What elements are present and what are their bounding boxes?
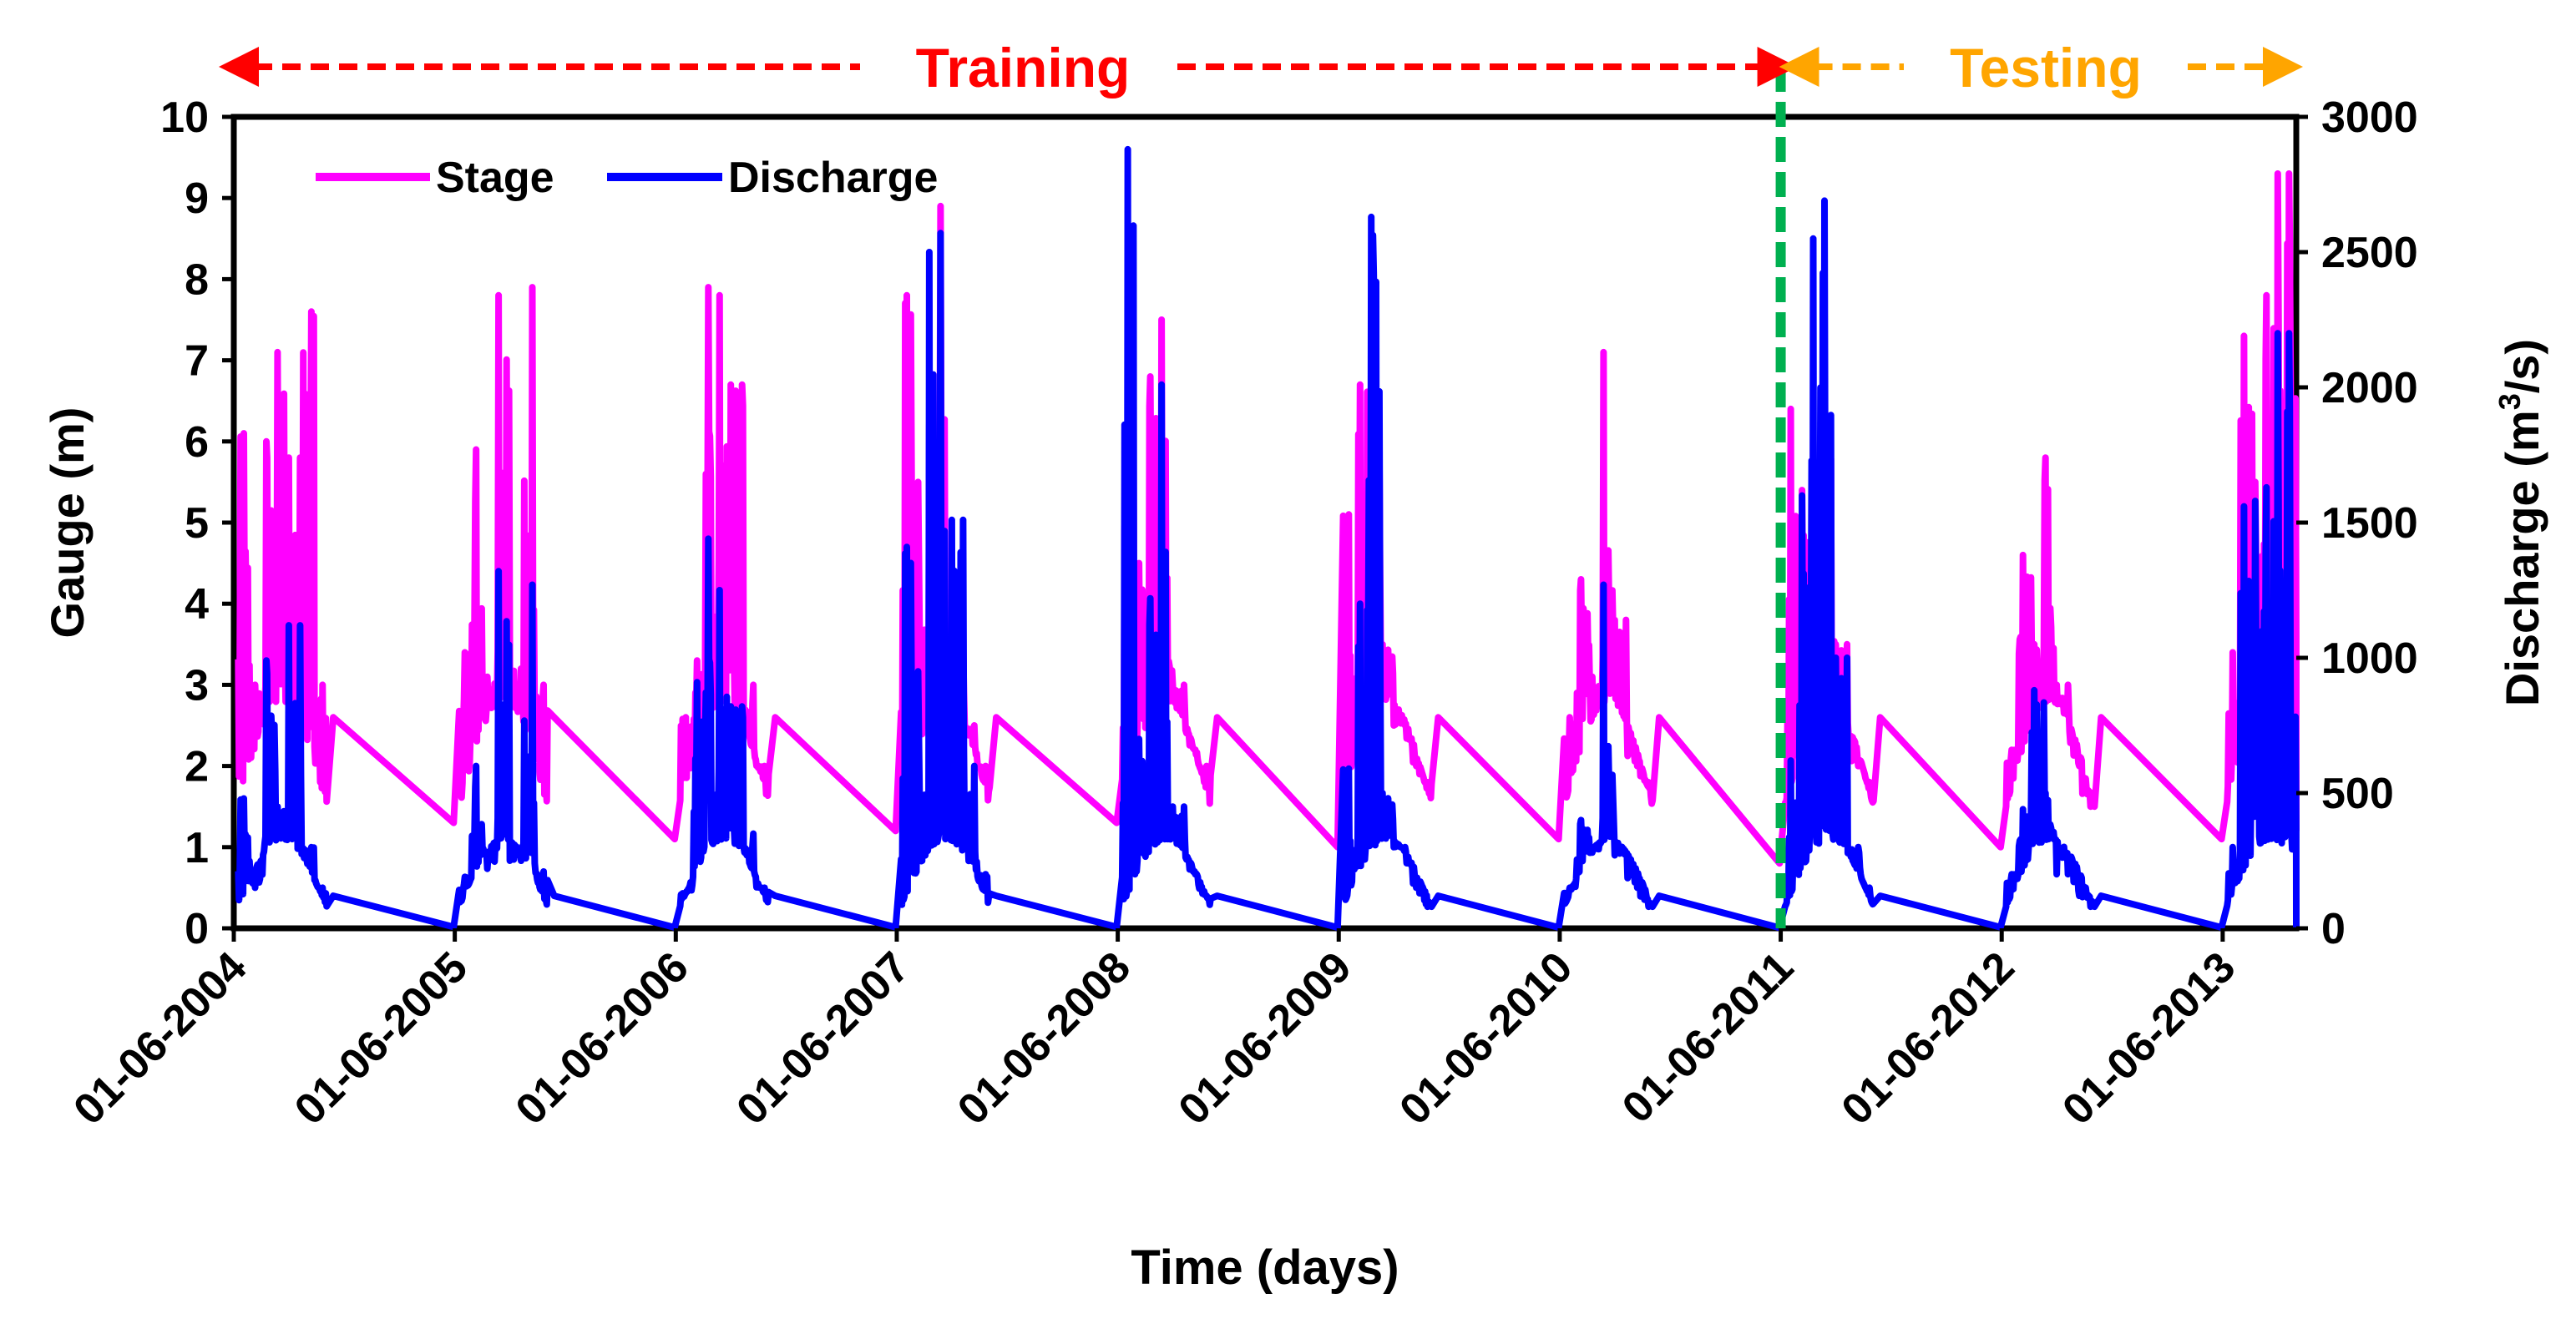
y-left-tick-label: 9 — [185, 174, 209, 223]
y-left-tick-label: 10 — [160, 93, 209, 142]
x-tick-label: 01-06-2012 — [1833, 943, 2024, 1134]
y-left-tick-label: 4 — [185, 580, 209, 629]
y-right-tick-label: 0 — [2321, 905, 2346, 953]
x-tick-label: 01-06-2013 — [2053, 943, 2245, 1134]
y-right-tick-label: 1500 — [2321, 499, 2418, 548]
y-left-tick-label: 6 — [185, 418, 209, 467]
legend-discharge-label: Discharge — [728, 154, 938, 202]
x-tick-label: 01-06-2010 — [1390, 943, 1582, 1134]
x-tick-label: 01-06-2006 — [507, 943, 698, 1134]
y-left-tick-label: 1 — [185, 824, 209, 872]
y-left-tick-label: 8 — [185, 255, 209, 304]
x-tick-label: 01-06-2005 — [286, 943, 477, 1134]
x-tick-label: 01-06-2007 — [727, 943, 919, 1134]
discharge-series — [235, 145, 2300, 932]
x-axis-label: Time (days) — [1131, 1241, 1399, 1295]
annotations: Training Testing — [219, 37, 2303, 99]
y-left-tick-label: 5 — [185, 499, 209, 548]
x-tick-label: 01-06-2011 — [1613, 943, 1803, 1132]
legend-stage-label: Stage — [436, 154, 554, 202]
x-tick-label: 01-06-2009 — [1170, 943, 1361, 1134]
y-left-tick-label: 0 — [185, 905, 209, 953]
y-axis-right-label: Discharge (m3/s) — [2492, 339, 2548, 706]
y-axis-right-label-suffix: /s) — [2496, 339, 2548, 393]
y-right-tick-label: 2000 — [2321, 364, 2418, 412]
y-axis-right-label-sup: 3 — [2492, 393, 2527, 410]
plot-frame — [230, 114, 2300, 932]
training-label: Training — [916, 37, 1131, 99]
stage-series — [235, 170, 2300, 867]
y-right-tick-label: 3000 — [2321, 93, 2418, 142]
y-right-tick-label: 500 — [2321, 770, 2394, 818]
y-right-tick-label: 2500 — [2321, 229, 2418, 277]
y-axis-right-label-prefix: Discharge (m — [2496, 410, 2548, 706]
y-left-tick-label: 3 — [185, 661, 209, 710]
x-tick-label: 01-06-2008 — [949, 943, 1140, 1134]
stage-line — [235, 170, 2300, 867]
x-tick-label: 01-06-2004 — [64, 943, 256, 1134]
legend: Stage Discharge — [316, 154, 938, 202]
y-axis-left-label: Gauge (m) — [41, 407, 94, 639]
y-left-tick-label: 7 — [185, 337, 209, 386]
discharge-line — [235, 145, 2300, 932]
y-right-tick-label: 1000 — [2321, 634, 2418, 683]
testing-label: Testing — [1950, 37, 2142, 99]
y-left-tick-label: 2 — [185, 743, 209, 791]
